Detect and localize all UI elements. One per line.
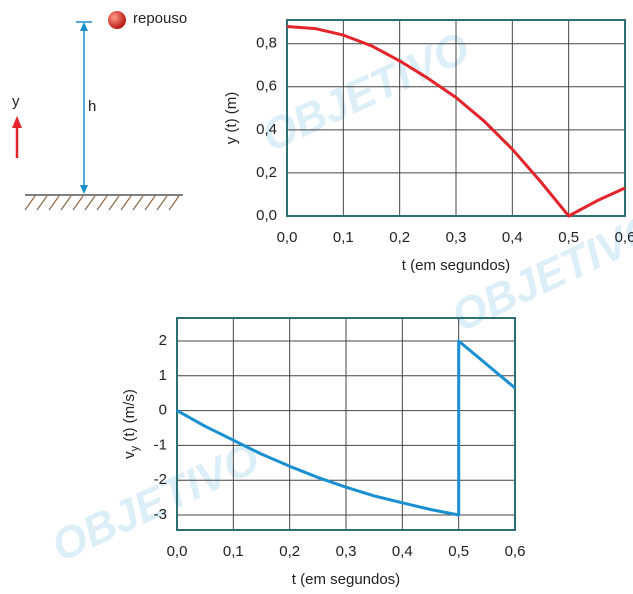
x-tick-label: 0,5 xyxy=(558,229,579,246)
y-tick-label: 0,8 xyxy=(256,35,277,52)
x-tick-label: 0,4 xyxy=(392,543,413,560)
figure: OBJETIVO OBJETIVO OBJETIVO h y repouso 0… xyxy=(0,0,633,594)
y-tick-label: 0,4 xyxy=(256,121,277,138)
y-tick-label: 0,2 xyxy=(256,164,277,181)
y-tick-label: 0 xyxy=(159,402,167,419)
x-tick-label: 0,1 xyxy=(223,543,244,560)
x-tick-label: 0,5 xyxy=(448,543,469,560)
height-label: h xyxy=(88,98,96,115)
y-axis-label-rest: (t) (m/s) xyxy=(121,389,138,446)
x-tick-label: 0,4 xyxy=(502,229,523,246)
x-tick-label: 0,2 xyxy=(389,229,410,246)
y-tick-label: 0,0 xyxy=(256,207,277,224)
y-tick-label: 2 xyxy=(159,332,167,349)
y-tick-label: 1 xyxy=(159,367,167,384)
x-tick-label: 0,2 xyxy=(279,543,300,560)
y-tick-label: -3 xyxy=(154,506,167,523)
x-tick-label: 0,3 xyxy=(336,543,357,560)
y-tick-label: -2 xyxy=(154,471,167,488)
arrow-head xyxy=(80,185,88,194)
x-axis-label: t (em segundos) xyxy=(402,257,510,274)
x-tick-label: 0,0 xyxy=(167,543,188,560)
rest-label: repouso xyxy=(133,10,187,27)
x-tick-label: 0,6 xyxy=(615,229,633,246)
x-axis-label: t (em segundos) xyxy=(292,571,400,588)
x-tick-label: 0,3 xyxy=(446,229,467,246)
y-axis-label: vy (t) (m/s) xyxy=(121,389,141,459)
diagram: h y repouso xyxy=(12,10,187,210)
arrow-head xyxy=(80,22,88,31)
x-tick-label: 0,1 xyxy=(333,229,354,246)
ground-hatch xyxy=(25,196,179,210)
axis-label: y xyxy=(12,93,20,110)
y-tick-label: -1 xyxy=(154,436,167,453)
arrow-head xyxy=(12,116,22,128)
ball xyxy=(108,11,126,29)
x-tick-label: 0,0 xyxy=(277,229,298,246)
y-axis-label: y (t) (m) xyxy=(223,92,240,144)
y-tick-label: 0,6 xyxy=(256,78,277,95)
x-tick-label: 0,6 xyxy=(505,543,526,560)
